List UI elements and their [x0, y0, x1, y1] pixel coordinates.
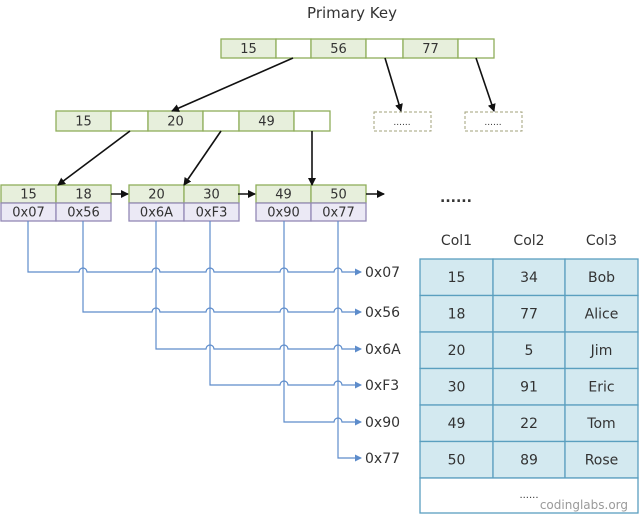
watermark: codinglabs.org: [540, 498, 628, 512]
table-cell: [564, 331, 639, 370]
table-cell: [564, 404, 639, 443]
root-pointer-cell: [365, 38, 404, 59]
table-cell-text: 91: [520, 379, 538, 395]
table-cell-text: 34: [520, 270, 538, 286]
table-cell-text: 15: [448, 270, 466, 286]
leaf-key-cell-text: 30: [203, 188, 220, 203]
placeholder-node: [373, 111, 432, 132]
node-pointer-cell: [293, 110, 331, 132]
pointer-arrow: [475, 57, 496, 112]
table-cell-text: 50: [448, 452, 466, 468]
table-cell-text: Eric: [588, 379, 614, 395]
row-pointer-line: [337, 221, 362, 462]
row-pointer-label: 0x6A: [365, 342, 401, 358]
placeholder-node: [464, 111, 523, 132]
leaf-key-cell-text: 49: [275, 188, 292, 203]
table-cell: [419, 367, 494, 406]
root-key-cell-text: 77: [422, 42, 439, 57]
table-header: Col3: [586, 233, 617, 249]
table-cell-text: 5: [525, 343, 534, 359]
leaf-addr-cell-text: 0x6A: [140, 206, 173, 221]
table-cell: [564, 367, 639, 406]
row-pointer-label: 0x56: [365, 305, 400, 321]
table-cell-text: 22: [520, 416, 538, 432]
table-cell: [492, 404, 566, 443]
leaf-key-cell-text: 20: [148, 188, 165, 203]
pointer-arrow: [171, 57, 294, 112]
leaf-addr-cell-text: 0xF3: [196, 206, 228, 221]
row-pointer-label: 0x90: [365, 415, 400, 431]
pointer-arrow: [183, 130, 222, 186]
row-pointer-label: 0x77: [365, 451, 400, 467]
table-header: Col1: [441, 233, 472, 249]
pointer-arrow: [57, 130, 131, 186]
row-pointer-line: [82, 221, 362, 316]
row-pointer-line: [155, 221, 362, 353]
leaf-more-text: ......: [440, 190, 472, 206]
table-cell-text: Jim: [590, 343, 613, 359]
table-cell-text: Alice: [585, 306, 619, 322]
row-pointer-label: 0xF3: [365, 378, 399, 394]
placeholder-text: ......: [393, 118, 410, 128]
leaf-key-cell-text: 18: [75, 188, 92, 203]
leaf-addr-cell-text: 0x77: [322, 206, 355, 221]
placeholder-text: ......: [484, 118, 501, 128]
table-cell-text: 20: [448, 343, 466, 359]
table-cell: [492, 331, 566, 370]
table-cell: [492, 294, 566, 333]
leaf-key-cell-text: 50: [330, 188, 347, 203]
root-key-cell-text: 56: [330, 42, 347, 57]
node-pointer-cell: [202, 110, 240, 132]
root-pointer-cell: [457, 38, 495, 59]
node-key-cell-text: 15: [75, 115, 92, 130]
table-cell-text: 18: [448, 306, 466, 322]
row-pointer-line: [209, 221, 362, 389]
table-cell-text: 89: [520, 452, 538, 468]
table-cell-text: Bob: [588, 270, 615, 286]
table-cell-text: 49: [448, 416, 466, 432]
table-cell-text: 77: [520, 306, 538, 322]
table-cell: [564, 294, 639, 333]
table-cell-text: Rose: [585, 452, 619, 468]
leaf-addr-cell-text: 0x90: [267, 206, 300, 221]
table-cell: [564, 258, 639, 297]
leaf-addr-cell: [183, 202, 240, 222]
table-header: Col2: [513, 233, 544, 249]
pointer-arrow: [384, 57, 403, 112]
leaf-key-cell-text: 15: [20, 188, 37, 203]
table-more-row: [419, 477, 639, 514]
leaf-addr-cell-text: 0x07: [12, 206, 45, 221]
row-pointer-line: [27, 221, 362, 276]
root-key-cell-text: 15: [240, 42, 257, 57]
leaf-addr-cell-text: 0x56: [67, 206, 100, 221]
table-cell: [419, 404, 494, 443]
row-pointer-label: 0x07: [365, 265, 400, 281]
node-pointer-cell: [110, 110, 149, 132]
table-more-text: ......: [519, 490, 538, 501]
table-cell-text: 30: [448, 379, 466, 395]
table-cell: [492, 367, 566, 406]
table-cell: [419, 294, 494, 333]
row-pointer-line: [283, 221, 362, 426]
node-key-cell-text: 49: [258, 115, 275, 130]
node-key-cell-text: 20: [167, 115, 184, 130]
table-cell-text: Tom: [586, 416, 615, 432]
diagram-title: Primary Key: [307, 4, 397, 22]
root-pointer-cell: [275, 38, 312, 59]
